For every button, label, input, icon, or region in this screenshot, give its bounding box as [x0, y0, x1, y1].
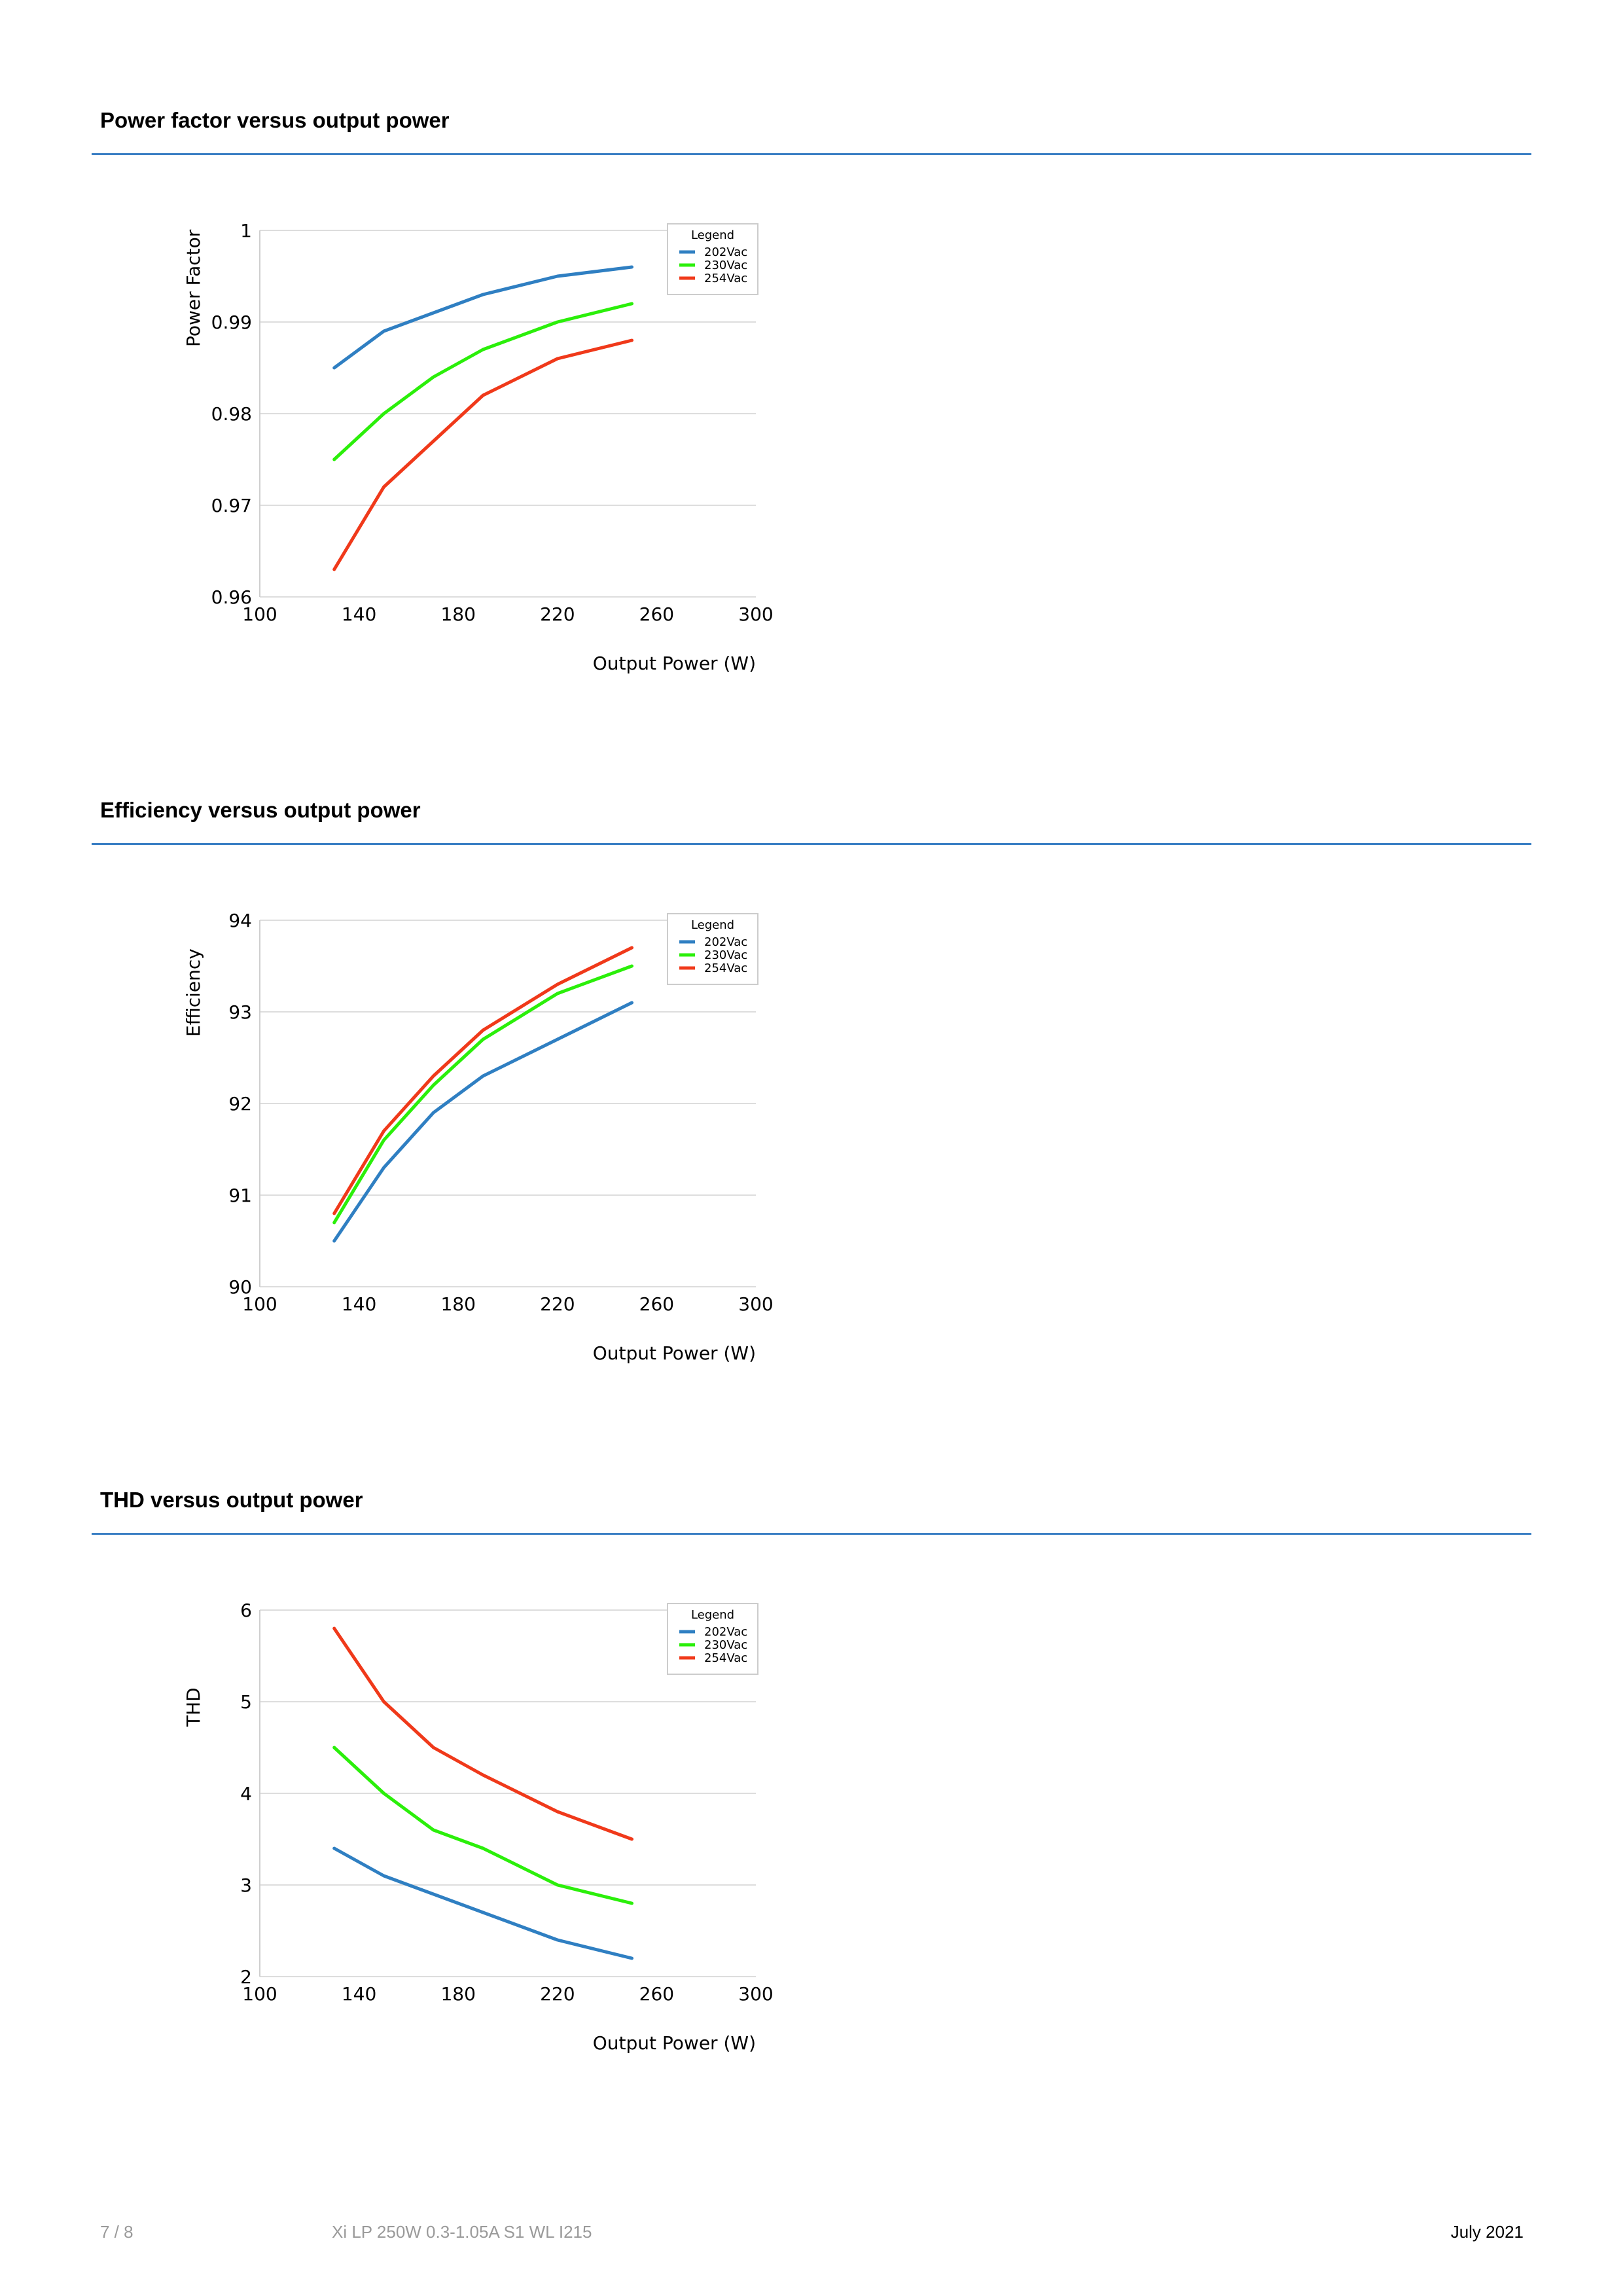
y-tick-label: 92	[228, 1093, 252, 1115]
x-tick-label: 220	[540, 1983, 575, 2005]
x-tick-label: 220	[540, 603, 575, 625]
legend-title: Legend	[691, 918, 734, 932]
legend-box	[667, 913, 758, 985]
y-tick-label: 0.97	[211, 495, 252, 516]
y-axis-label: Power Factor	[183, 229, 204, 347]
legend-entry-254Vac: 254Vac	[704, 272, 747, 285]
x-tick-label: 140	[342, 603, 376, 625]
y-tick-label: 0.99	[211, 312, 252, 333]
legend-entry-230Vac: 230Vac	[704, 259, 747, 272]
y-tick-label: 1	[240, 220, 252, 242]
x-tick-label: 300	[738, 603, 773, 625]
y-tick-label: 5	[240, 1691, 252, 1713]
y-axis-label: THD	[183, 1687, 204, 1727]
x-tick-label: 300	[738, 1983, 773, 2005]
y-axis-label: Efficiency	[183, 948, 204, 1037]
x-axis-label: Output Power (W)	[593, 1342, 756, 1364]
section-divider	[92, 1533, 1531, 1535]
y-tick-label: 93	[228, 1001, 252, 1023]
y-tick-label: 6	[240, 1600, 252, 1621]
efficiency-chart: 90 91 92 93 94 100 140 180 220 260 300 Output Power…	[183, 910, 774, 1364]
power-factor-chart: 0.96 0.97 0.98 0.99 1 100 140 180 220 260 300 Outpu…	[183, 220, 774, 674]
legend-entry-230Vac: 230Vac	[704, 948, 747, 962]
page-number: 7 / 8	[100, 2222, 134, 2242]
y-tick-label: 0.96	[211, 586, 252, 608]
x-tick-label: 100	[242, 1293, 277, 1315]
x-tick-label: 100	[242, 1983, 277, 2005]
x-tick-label: 180	[440, 1983, 475, 2005]
x-tick-label: 260	[639, 1983, 674, 2005]
series-line-202Vac	[332, 1846, 633, 1960]
legend-entry-254Vac: 254Vac	[704, 1651, 747, 1665]
y-tick-label: 4	[240, 1783, 252, 1804]
x-tick-label: 260	[639, 603, 674, 625]
series-line-230Vac	[332, 964, 633, 1225]
series-line-202Vac	[332, 265, 633, 370]
x-tick-label: 180	[440, 603, 475, 625]
legend-title: Legend	[691, 1608, 734, 1622]
x-tick-label: 100	[242, 603, 277, 625]
y-tick-label: 91	[228, 1185, 252, 1206]
section-title-efficiency: Efficiency versus output power	[100, 798, 421, 822]
section-title-thd: THD versus output power	[100, 1488, 363, 1512]
legend-box	[667, 1603, 758, 1675]
y-tick-label: 2	[240, 1966, 252, 1988]
legend-entry-230Vac: 230Vac	[704, 1638, 747, 1652]
section-divider	[92, 153, 1531, 155]
x-axis-label: Output Power (W)	[593, 653, 756, 674]
legend-entry-254Vac: 254Vac	[704, 961, 747, 975]
legend-entry-202Vac: 202Vac	[704, 935, 747, 949]
document-date: July 2021	[1450, 2222, 1524, 2242]
x-tick-label: 220	[540, 1293, 575, 1315]
x-tick-label: 140	[342, 1983, 376, 2005]
y-tick-label: 90	[228, 1276, 252, 1298]
x-axis-label: Output Power (W)	[593, 2032, 756, 2054]
x-tick-label: 260	[639, 1293, 674, 1315]
series-line-254Vac	[332, 338, 633, 571]
y-tick-label: 0.98	[211, 403, 252, 425]
x-tick-label: 180	[440, 1293, 475, 1315]
legend-title: Legend	[691, 228, 734, 242]
section-title-power-factor: Power factor versus output power	[100, 108, 450, 132]
series-line-202Vac	[332, 1001, 633, 1243]
thd-chart: 2 3 4 5 6 100 140 180 220 260 300 Output Power (W) T…	[183, 1600, 774, 2054]
legend-entry-202Vac: 202Vac	[704, 1625, 747, 1639]
document-title: Xi LP 250W 0.3-1.05A S1 WL I215	[332, 2222, 592, 2242]
y-tick-label: 3	[240, 1874, 252, 1896]
x-tick-label: 140	[342, 1293, 376, 1315]
y-tick-label: 94	[228, 910, 252, 931]
series-line-254Vac	[332, 1626, 633, 1841]
section-divider	[92, 843, 1531, 845]
series-line-254Vac	[332, 946, 633, 1215]
series-line-230Vac	[332, 302, 633, 461]
legend-entry-202Vac: 202Vac	[704, 245, 747, 259]
x-tick-label: 300	[738, 1293, 773, 1315]
legend-box	[667, 223, 758, 295]
series-line-230Vac	[332, 1746, 633, 1905]
